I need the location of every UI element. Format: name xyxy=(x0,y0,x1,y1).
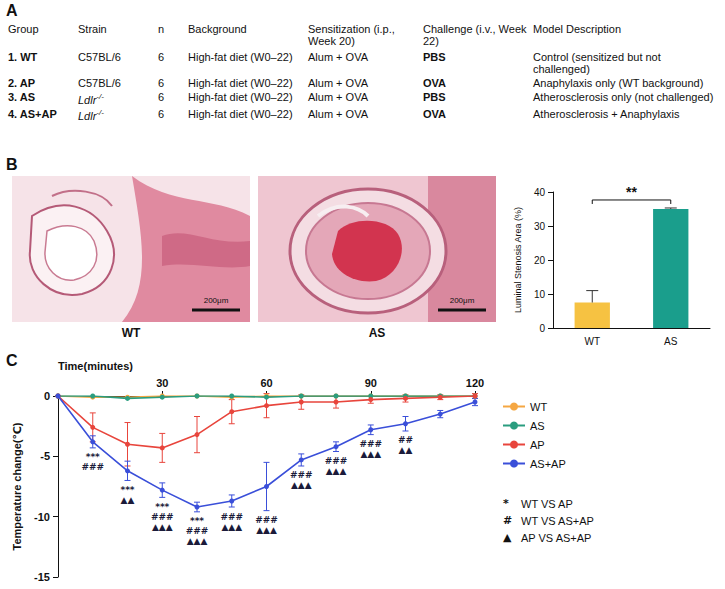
html-text:Anaphylaxis only (WT backgroun: Anaphylaxis only (WT background) xyxy=(533,77,704,89)
html-text:2. AP: 2. AP xyxy=(8,77,36,89)
svg-text:▲▲▲: ▲▲▲ xyxy=(326,466,347,476)
html-text:OVA: OVA xyxy=(423,107,446,120)
svg-text:WT: WT xyxy=(530,401,547,413)
svg-text:***: *** xyxy=(190,516,204,526)
html-text:High-fat diet (W0–22): High-fat diet (W0–22) xyxy=(188,107,293,120)
svg-text:-15: -15 xyxy=(34,571,50,583)
html-text:Background: Background xyxy=(188,23,247,35)
svg-text:AS: AS xyxy=(530,420,545,432)
svg-text:200μm: 200μm xyxy=(450,296,475,305)
svg-text:10: 10 xyxy=(534,289,546,300)
svg-text:▲▲▲: ▲▲▲ xyxy=(291,480,312,490)
svg-text:0: 0 xyxy=(44,390,50,402)
svg-text:WT VS AP: WT VS AP xyxy=(521,498,573,510)
html-text:Alum + OVA: Alum + OVA xyxy=(308,107,368,120)
html-text:PBS: PBS xyxy=(423,91,446,103)
html-text:Atherosclerosis only (not chal: Atherosclerosis only (not challenged) xyxy=(533,91,714,103)
html-text:A: A xyxy=(6,2,18,19)
svg-text:▲▲▲: ▲▲▲ xyxy=(360,449,381,459)
html-text:Ldlr-/-: Ldlr-/- xyxy=(78,108,104,123)
html-text:Challenge (i.v., Week 22): Challenge (i.v., Week 22) xyxy=(423,23,527,47)
html-text:High-fat diet (W0–22): High-fat diet (W0–22) xyxy=(188,51,293,63)
svg-text:0: 0 xyxy=(539,323,545,334)
svg-text:▲▲▲: ▲▲▲ xyxy=(256,525,277,535)
svg-text:Temperature change(℃): Temperature change(℃) xyxy=(11,422,23,550)
html-text:Ldlr-/-: Ldlr-/- xyxy=(78,92,104,106)
html-text:Atherosclerosis + Anaphylaxis: Atherosclerosis + Anaphylaxis xyxy=(533,107,680,120)
svg-text:***: *** xyxy=(120,485,134,495)
svg-text:###: ### xyxy=(325,456,348,466)
html-text:High-fat diet (W0–22): High-fat diet (W0–22) xyxy=(188,91,293,103)
html-text:Alum + OVA: Alum + OVA xyxy=(308,51,368,63)
svg-text:###: ### xyxy=(186,526,209,536)
svg-text:WT VS AS+AP: WT VS AS+AP xyxy=(521,515,594,527)
html-text:6: 6 xyxy=(158,107,165,120)
html-text:C57BL/6: C57BL/6 xyxy=(78,77,121,89)
html-text:Group: Group xyxy=(8,23,39,35)
svg-text:30: 30 xyxy=(156,377,168,389)
svg-text:-10: -10 xyxy=(34,511,50,523)
svg-text:###: ### xyxy=(359,439,382,449)
svg-text:▲▲: ▲▲ xyxy=(399,445,413,455)
html-text:Alum + OVA: Alum + OVA xyxy=(308,77,368,89)
svg-text:▲: ▲ xyxy=(503,531,512,544)
svg-text:##: ## xyxy=(398,435,413,445)
svg-text:20: 20 xyxy=(534,255,546,266)
svg-text:-5: -5 xyxy=(40,450,50,462)
html-text:Model Description: Model Description xyxy=(533,23,621,35)
html-text:Sensitization (i.p., Week 20): Sensitization (i.p., Week 20) xyxy=(308,23,395,47)
svg-text:Luminal Stenosis Area (%): Luminal Stenosis Area (%) xyxy=(513,207,523,313)
svg-text:###: ### xyxy=(290,470,313,480)
svg-text:▲▲▲: ▲▲▲ xyxy=(221,522,242,532)
svg-text:###: ### xyxy=(220,512,243,522)
svg-text:200μm: 200μm xyxy=(204,296,229,305)
html-text:1. WT: 1. WT xyxy=(8,51,38,63)
html-text:Control (sensitized but not ch: Control (sensitized but not challenged) xyxy=(533,51,661,75)
html-text:4. AS+AP: 4. AS+AP xyxy=(8,107,57,120)
svg-text:120: 120 xyxy=(466,377,484,389)
svg-text:###: ### xyxy=(255,515,278,525)
svg-text:30: 30 xyxy=(534,221,546,232)
svg-text:AS+AP: AS+AP xyxy=(530,458,566,470)
html-text:C57BL/6: C57BL/6 xyxy=(78,51,121,63)
svg-text:AS: AS xyxy=(664,336,678,347)
svg-text:**: ** xyxy=(626,184,637,200)
html-text:OVA: OVA xyxy=(423,77,446,89)
svg-text:▲▲▲: ▲▲▲ xyxy=(187,536,208,546)
svg-text:WT: WT xyxy=(584,336,600,347)
svg-text:AP VS AS+AP: AP VS AS+AP xyxy=(521,532,591,544)
svg-text:Time(minutes): Time(minutes) xyxy=(58,360,133,372)
svg-text:#: # xyxy=(503,514,512,527)
svg-text:***: *** xyxy=(86,452,100,462)
html-text:PBS: PBS xyxy=(423,51,446,63)
svg-text:60: 60 xyxy=(260,377,272,389)
html-text:C: C xyxy=(6,352,18,369)
html-text:Strain: Strain xyxy=(78,23,107,35)
html-text:High-fat diet (W0–22): High-fat diet (W0–22) xyxy=(188,77,293,89)
html-text:Alum + OVA: Alum + OVA xyxy=(308,91,368,103)
svg-text:90: 90 xyxy=(365,377,377,389)
html-text:6: 6 xyxy=(158,91,165,103)
svg-text:***: *** xyxy=(155,502,169,512)
html-text:6: 6 xyxy=(158,77,165,89)
svg-text:▲▲: ▲▲ xyxy=(121,495,135,505)
html-text:6: 6 xyxy=(158,51,165,63)
svg-text:▲▲▲: ▲▲▲ xyxy=(152,522,173,532)
svg-text:40: 40 xyxy=(534,187,546,198)
html-text:n: n xyxy=(158,23,165,35)
svg-text:###: ### xyxy=(81,462,104,472)
html-text:AS: AS xyxy=(368,326,386,340)
html-text:B: B xyxy=(6,156,18,173)
html-text:WT: WT xyxy=(121,326,141,340)
svg-text:*: * xyxy=(503,497,509,510)
svg-text:AP: AP xyxy=(530,439,545,451)
html-text:3. AS: 3. AS xyxy=(8,91,36,103)
svg-text:###: ### xyxy=(151,512,174,522)
